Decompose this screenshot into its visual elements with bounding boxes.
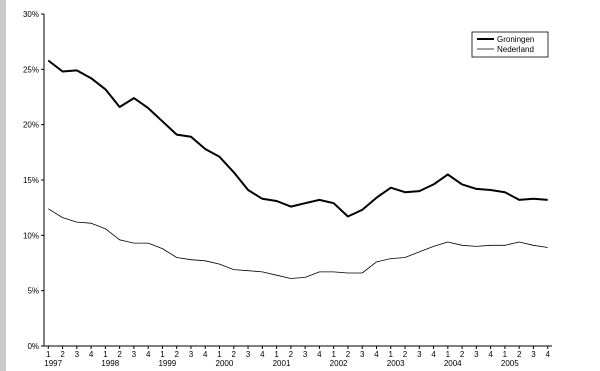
x-year-label: 2005 [501,359,519,368]
series-lines [47,59,548,279]
x-year-label: 2002 [330,359,348,368]
x-quarter-label: 4 [203,350,208,359]
y-tick-label: 10% [23,231,39,240]
x-year-label: 2001 [273,359,291,368]
x-year-label: 1997 [44,359,62,368]
x-quarter-label: 2 [60,350,65,359]
legend-box [471,31,549,58]
x-quarter-label: 4 [431,350,436,359]
series-line-groningen [47,59,548,218]
x-quarter-label: 1 [331,350,336,359]
x-year-label: 1999 [158,359,176,368]
x-year-label: 2003 [387,359,405,368]
x-quarter-label: 1 [160,350,165,359]
y-tick-label: 25% [23,65,39,74]
x-year-label: 2004 [444,359,462,368]
x-quarter-label: 2 [289,350,294,359]
x-quarter-label: 1 [46,350,51,359]
x-quarter-label: 1 [389,350,394,359]
y-tick-label: 0% [27,342,39,351]
x-quarter-label: 2 [117,350,122,359]
x-quarter-label: 4 [89,350,94,359]
x-quarter-label: 4 [374,350,379,359]
y-tick-label: 15% [23,176,39,185]
x-quarter-label: 3 [75,350,80,359]
x-quarter-label: 3 [132,350,137,359]
legend-label: Nederland [497,45,534,54]
x-quarter-label: 4 [146,350,151,359]
x-axis-ticks: 1 2 3 4 1 2 3 4 1 2 3 4 1 2 3 4 1 2 3 4 1 2 3 4 1 2 3 4 1 2 3 4 1 2 3 41997… [44,346,550,368]
x-quarter-label: 2 [346,350,351,359]
series-line-nederland [48,208,548,279]
x-quarter-label: 1 [503,350,508,359]
x-quarter-label: 1 [446,350,451,359]
x-quarter-label: 3 [246,350,251,359]
x-quarter-label: 1 [103,350,108,359]
x-quarter-label: 4 [488,350,493,359]
x-quarter-label: 4 [317,350,322,359]
x-year-label: 2000 [216,359,234,368]
x-quarter-label: 1 [274,350,279,359]
x-quarter-label: 2 [232,350,237,359]
y-tick-label: 5% [27,287,39,296]
x-quarter-label: 2 [174,350,179,359]
x-quarter-label: 3 [303,350,308,359]
x-quarter-label: 3 [417,350,422,359]
x-quarter-label: 1 [217,350,222,359]
y-tick-label: 30% [23,10,39,19]
axes [43,14,552,347]
x-year-label: 1998 [101,359,119,368]
y-axis-ticks: 0% 5% 10% 15% 20% 25% 30% [23,10,44,351]
x-quarter-label: 4 [260,350,265,359]
x-quarter-label: 3 [189,350,194,359]
x-quarter-label: 2 [403,350,408,359]
x-quarter-label: 4 [545,350,550,359]
x-quarter-label: 3 [531,350,536,359]
legend-label: Groningen [497,35,534,44]
x-quarter-label: 3 [360,350,365,359]
x-quarter-label: 2 [460,350,465,359]
x-quarter-label: 3 [474,350,479,359]
x-quarter-label: 2 [517,350,522,359]
y-tick-label: 20% [23,121,39,130]
